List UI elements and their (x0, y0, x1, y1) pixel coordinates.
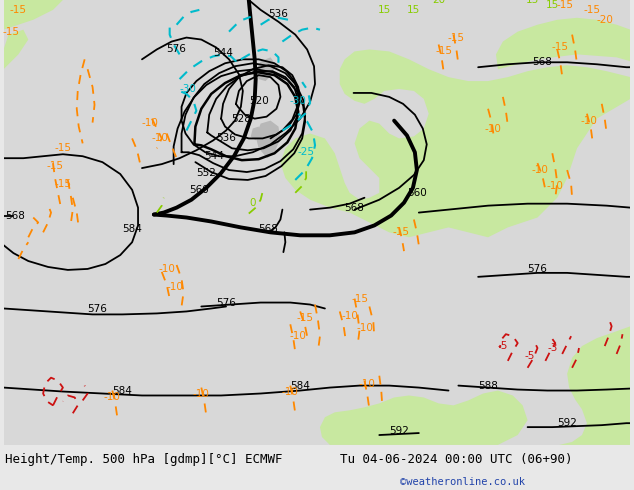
Text: -10: -10 (141, 118, 158, 127)
Text: 0: 0 (250, 197, 256, 208)
Text: -15: -15 (552, 43, 569, 52)
Polygon shape (4, 0, 63, 30)
Text: -15: -15 (351, 294, 368, 304)
Text: -15: -15 (435, 47, 452, 56)
Polygon shape (251, 126, 261, 141)
Text: 584: 584 (112, 386, 132, 395)
Text: -5: -5 (524, 351, 534, 361)
Text: -10: -10 (282, 387, 299, 396)
Text: -30: -30 (179, 84, 196, 94)
Text: Tu 04-06-2024 00:00 UTC (06+90): Tu 04-06-2024 00:00 UTC (06+90) (340, 453, 573, 466)
Text: 560: 560 (407, 188, 427, 198)
Polygon shape (280, 0, 630, 237)
Text: 15: 15 (546, 0, 559, 10)
Text: -3: -3 (547, 343, 557, 353)
Text: -15: -15 (3, 26, 20, 37)
Text: 544: 544 (204, 151, 224, 161)
Text: -10: -10 (104, 392, 120, 402)
Polygon shape (496, 18, 630, 69)
Text: 15: 15 (407, 5, 420, 15)
Text: -25: -25 (297, 147, 314, 157)
Text: 552: 552 (197, 168, 216, 178)
Text: -15: -15 (297, 314, 314, 323)
Text: -5: -5 (498, 341, 508, 351)
Polygon shape (4, 30, 29, 69)
Text: 584: 584 (290, 381, 310, 391)
Text: 576: 576 (167, 45, 186, 54)
Text: -15: -15 (46, 161, 63, 171)
Text: 536: 536 (269, 9, 288, 19)
Text: 584: 584 (122, 224, 142, 234)
Text: ©weatheronline.co.uk: ©weatheronline.co.uk (400, 477, 525, 487)
Text: 20: 20 (432, 0, 445, 5)
Text: -15: -15 (55, 143, 72, 153)
Text: 15: 15 (378, 5, 391, 15)
Text: -10: -10 (581, 116, 597, 125)
Text: 576: 576 (216, 297, 236, 308)
Polygon shape (320, 391, 527, 445)
Text: -10: -10 (356, 323, 373, 333)
Text: 568: 568 (259, 224, 278, 234)
Text: 588: 588 (478, 381, 498, 391)
Polygon shape (256, 121, 280, 158)
Text: 520: 520 (249, 96, 269, 106)
Text: -10: -10 (152, 133, 168, 144)
Text: 576: 576 (527, 264, 547, 274)
Text: -10: -10 (341, 311, 358, 321)
Text: -30: -30 (290, 96, 307, 106)
Text: -15: -15 (557, 0, 574, 10)
Text: -15: -15 (10, 5, 27, 15)
Text: 528: 528 (231, 114, 251, 123)
Text: -10: -10 (484, 123, 501, 134)
Text: 15: 15 (526, 0, 539, 5)
Text: -10: -10 (166, 282, 183, 292)
Polygon shape (256, 57, 276, 81)
Text: 576: 576 (87, 304, 107, 315)
Text: 568: 568 (345, 203, 365, 213)
Text: 568: 568 (6, 211, 25, 220)
Text: -15: -15 (583, 5, 600, 15)
Text: -10: -10 (158, 264, 175, 274)
Text: 568: 568 (533, 57, 552, 67)
Text: -10: -10 (359, 379, 376, 389)
Text: -10: -10 (531, 165, 548, 175)
Text: -10: -10 (193, 389, 210, 398)
Text: -15: -15 (392, 227, 410, 237)
Text: Height/Temp. 500 hPa [gdmp][°C] ECMWF: Height/Temp. 500 hPa [gdmp][°C] ECMWF (5, 453, 283, 466)
Text: 560: 560 (190, 185, 209, 195)
Text: 536: 536 (216, 133, 236, 144)
Text: 592: 592 (389, 426, 409, 436)
Text: -15: -15 (448, 32, 465, 43)
Text: -10: -10 (547, 181, 564, 191)
Polygon shape (547, 326, 630, 445)
Text: -20: -20 (597, 15, 613, 25)
Text: 544: 544 (213, 49, 233, 58)
Text: 592: 592 (557, 418, 577, 428)
Text: -15: -15 (55, 179, 72, 189)
Text: -10: -10 (290, 331, 307, 341)
